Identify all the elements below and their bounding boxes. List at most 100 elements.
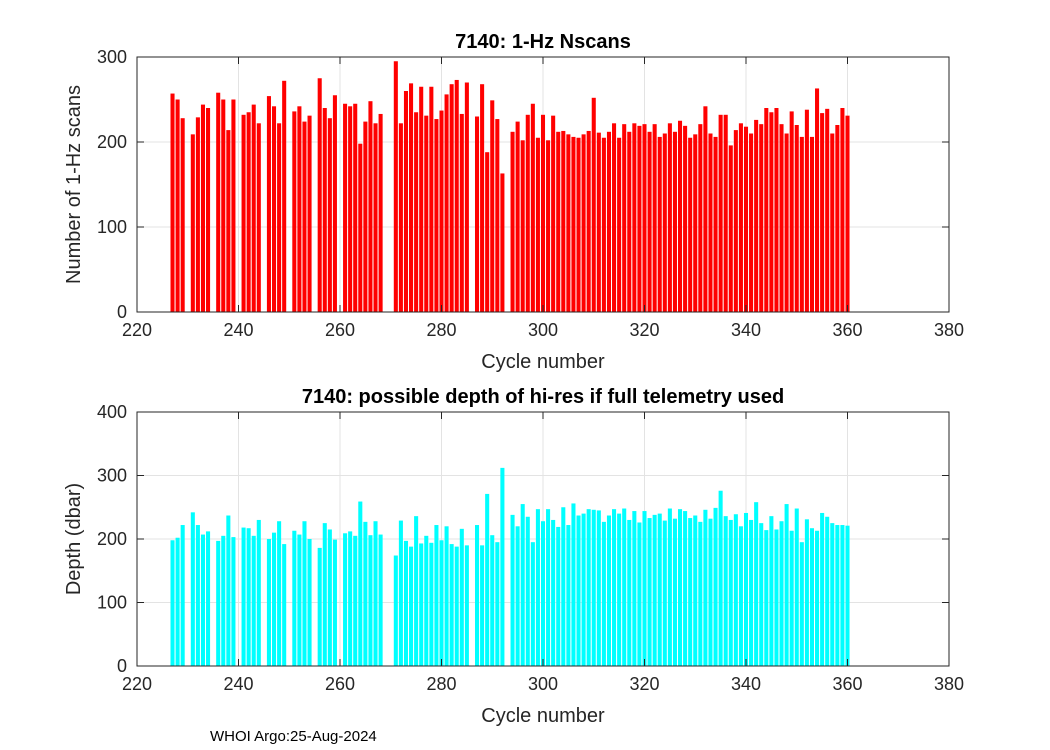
bar — [637, 522, 642, 666]
bar — [277, 123, 282, 312]
bar — [561, 130, 566, 312]
bar — [774, 108, 779, 312]
bar — [769, 516, 774, 666]
bar — [561, 507, 566, 666]
bar — [606, 131, 612, 312]
bar — [556, 526, 561, 666]
bar — [586, 130, 591, 312]
bar — [282, 80, 287, 312]
bar — [464, 545, 469, 666]
bar — [398, 123, 403, 312]
bar — [414, 112, 419, 312]
bar — [358, 501, 363, 666]
bar — [525, 516, 530, 666]
bar — [292, 111, 297, 313]
bar — [317, 78, 322, 312]
bar — [282, 544, 287, 666]
bar — [256, 123, 261, 312]
bar — [409, 83, 414, 312]
y-tick-label: 300 — [97, 47, 127, 67]
bar — [226, 515, 231, 666]
bar — [551, 115, 556, 313]
bar — [190, 512, 195, 666]
bar — [764, 108, 769, 312]
bar — [327, 529, 332, 666]
bar — [779, 124, 784, 313]
bar — [439, 540, 444, 666]
bar — [398, 520, 403, 666]
bar — [419, 543, 424, 666]
bar — [804, 109, 809, 312]
bar — [672, 131, 677, 312]
bar — [490, 100, 495, 312]
bar — [591, 97, 596, 312]
bar — [677, 120, 683, 312]
bar — [546, 140, 551, 312]
bar — [525, 114, 530, 312]
bar — [662, 520, 667, 666]
bar — [520, 140, 525, 312]
bar — [363, 521, 368, 666]
y-tick-label: 200 — [97, 529, 127, 549]
bar — [652, 514, 657, 666]
bar — [271, 106, 277, 312]
bar — [175, 99, 180, 312]
bar — [180, 525, 185, 666]
bar — [353, 535, 358, 666]
bar — [454, 546, 459, 666]
bar — [566, 134, 571, 312]
bar — [698, 521, 703, 666]
bar — [794, 125, 799, 312]
chart-title: 7140: 1-Hz Nscans — [455, 31, 631, 53]
bar — [241, 114, 246, 312]
bar — [667, 508, 672, 666]
x-tick-label: 280 — [426, 674, 456, 694]
bar — [677, 509, 683, 666]
bar — [759, 523, 764, 666]
bar — [693, 515, 698, 666]
bar — [302, 521, 307, 666]
footer-credit: WHOI Argo:25-Aug-2024 — [210, 728, 377, 745]
bar — [612, 123, 617, 312]
bar — [480, 545, 485, 666]
y-tick-label: 200 — [97, 132, 127, 152]
bar — [297, 106, 302, 312]
bar — [327, 118, 332, 312]
bar — [180, 118, 185, 312]
bar — [606, 515, 612, 666]
bar — [251, 535, 256, 666]
bar — [713, 507, 718, 666]
bar — [403, 540, 409, 666]
bar — [231, 99, 236, 312]
bar — [591, 509, 596, 666]
bar — [535, 509, 540, 666]
bar — [759, 124, 764, 313]
bar — [743, 126, 749, 312]
bar — [403, 91, 409, 312]
bar — [754, 502, 759, 666]
x-tick-label: 260 — [325, 320, 355, 340]
bar — [444, 526, 449, 666]
bar — [393, 61, 398, 312]
bar — [474, 525, 480, 666]
bar — [632, 511, 637, 666]
bar — [617, 137, 622, 312]
bar — [332, 539, 337, 666]
bar — [596, 510, 601, 666]
x-tick-label: 300 — [528, 320, 558, 340]
y-tick-label: 0 — [117, 656, 127, 676]
bar — [662, 133, 667, 312]
bar — [576, 137, 581, 312]
bar — [175, 537, 180, 666]
bar — [292, 530, 297, 666]
bar — [429, 542, 434, 666]
bar — [459, 113, 464, 312]
y-tick-label: 100 — [97, 217, 127, 237]
bar — [708, 133, 713, 312]
bar — [556, 131, 561, 312]
x-axis-label: Cycle number — [481, 705, 605, 727]
bar — [627, 131, 632, 312]
y-axis-label: Depth (dbar) — [63, 483, 85, 595]
bar — [353, 103, 358, 312]
bar — [520, 504, 525, 666]
